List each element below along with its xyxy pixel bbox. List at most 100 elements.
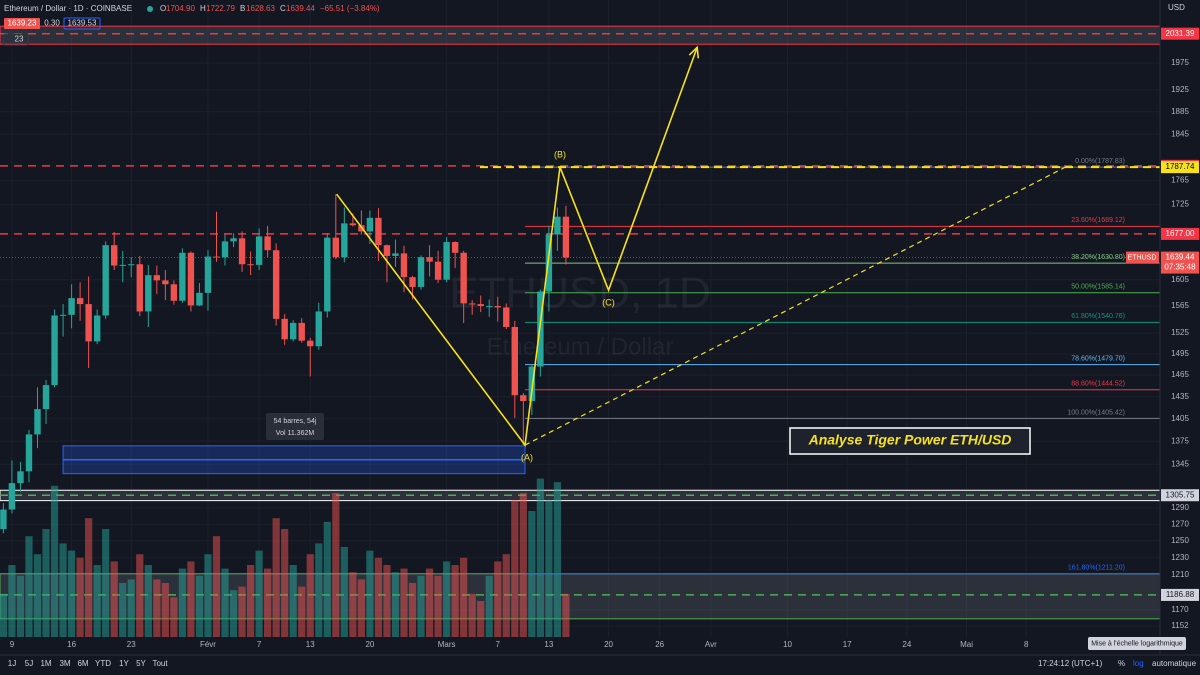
bid[interactable]: 1639.23 [8,19,37,28]
candle-body [349,223,357,226]
ask-box [63,17,101,30]
candle-body [179,252,186,301]
candle-body [520,395,527,402]
market-status [147,6,153,12]
volume-bar [221,568,229,637]
fib-label: 61.80%(1540.76) [1071,313,1125,320]
fib-label: 78.60%(1479.70) [1071,355,1125,362]
candle-body [162,280,169,285]
fib-label: 161.80%(1211.20) [1068,565,1125,572]
candle-body [17,471,24,484]
candle-body [494,306,501,308]
y-tick-label: 1250 [1171,536,1189,545]
range-button[interactable]: 5J [25,659,33,668]
candle-body [554,216,561,235]
y-tick-label: 1765 [1171,176,1189,185]
candle-body [324,237,331,312]
range-button[interactable]: 1Y [119,659,129,668]
candle-body [68,298,75,315]
clock: 17:24:12 (UTC+1) [1038,659,1103,668]
range-bars: 54 barres, 54j [274,418,317,425]
x-tick-label: 24 [902,640,911,649]
volume-bar [33,554,42,637]
candle-body [477,304,484,307]
candle-body [503,307,510,327]
last-symbol: ETHUSD [1128,254,1157,261]
candle-body [102,245,109,316]
candle-body [307,340,314,347]
price-label: 2031.39 [1166,29,1195,38]
ask[interactable]: 1639.53 [68,19,97,28]
ohlc-key: H [200,4,206,13]
ohlc-value: 1639.44 [286,4,315,13]
x-tick-label: 7 [496,640,501,649]
volume-bar [468,593,476,637]
range-button[interactable]: Tout [152,659,168,668]
y-tick-label: 1725 [1171,200,1189,209]
candle-body [400,253,408,278]
fib-label: 0.00%(1787.83) [1075,158,1125,165]
log-toggle[interactable]: log [1133,659,1144,668]
volume-bar [110,561,118,637]
volume-bar [16,575,25,637]
volume-bar [102,529,110,637]
x-tick-label: 26 [655,640,664,649]
candle-body [238,238,246,265]
volume-bar [425,568,434,637]
range-button[interactable]: 5Y [136,659,146,668]
y-tick-label: 1975 [1171,58,1189,67]
y-tick-label: 1435 [1171,392,1189,401]
spread: 0.30 [44,19,60,28]
annotation-box [789,427,1031,455]
range-button[interactable]: 1J [8,659,16,668]
x-tick-label: 13 [544,640,553,649]
y-tick-label: 1495 [1171,349,1189,358]
ohlc-value: 1704.90 [166,4,195,13]
candle-body [375,217,382,246]
candle-body [281,318,288,340]
candle-body [111,245,118,266]
ohlc-key: B [240,4,245,13]
candle-body [136,264,143,312]
candle-body [76,298,84,305]
fib-label: 100.00%(1405.42) [1067,409,1125,416]
candle-body [119,264,126,266]
volume-bar [451,565,459,637]
annotation-text: Analyse Tiger Power ETH/USD [808,432,1012,448]
x-tick-label: 10 [783,640,792,649]
range-button[interactable]: 1M [40,659,51,668]
candle-body [196,292,203,306]
indicators[interactable]: 23 [15,35,24,44]
y-tick-label: 1270 [1171,519,1189,528]
volume-bar [59,543,67,637]
candle-body [255,236,263,265]
drawings: 54 barres, 54j Vol 11.362M (A) (B) (C) Analys… [62,45,1066,475]
candle-body [443,242,450,280]
volume-bar [374,557,383,637]
range-button[interactable]: YTD [95,659,111,668]
volume-bar [545,500,553,637]
range-button[interactable]: 3M [59,659,70,668]
projection-line [524,166,1066,446]
zone [0,25,1161,45]
y-tick-label: 1565 [1171,301,1189,310]
volume-bar [50,485,59,637]
currency[interactable]: USD [1168,3,1185,12]
volume-bar [502,554,510,637]
volume-bar [366,550,374,637]
footer: 1J 5J 1M 3M 6M YTD 1Y 5Y Tout 17:24:12 (UTC+1)% lo… [8,637,1197,668]
x-tick-label: 23 [127,640,136,649]
tooltip-box [1088,637,1186,650]
y-tick-label: 1405 [1171,414,1189,423]
volume-bar [281,529,289,637]
wave-label: (C) [602,298,615,308]
candle-body [264,236,271,251]
auto-toggle[interactable]: automatique [1152,659,1197,668]
percent-toggle[interactable]: % [1118,659,1125,668]
volume-bar [417,575,425,637]
axes: 1975 1925 1885 1845 1765 1725 1605 1565 1525 1495… [10,27,1199,649]
ohlc-key: C [280,4,286,13]
range-button[interactable]: 6M [77,659,88,668]
candle-body [25,434,33,472]
